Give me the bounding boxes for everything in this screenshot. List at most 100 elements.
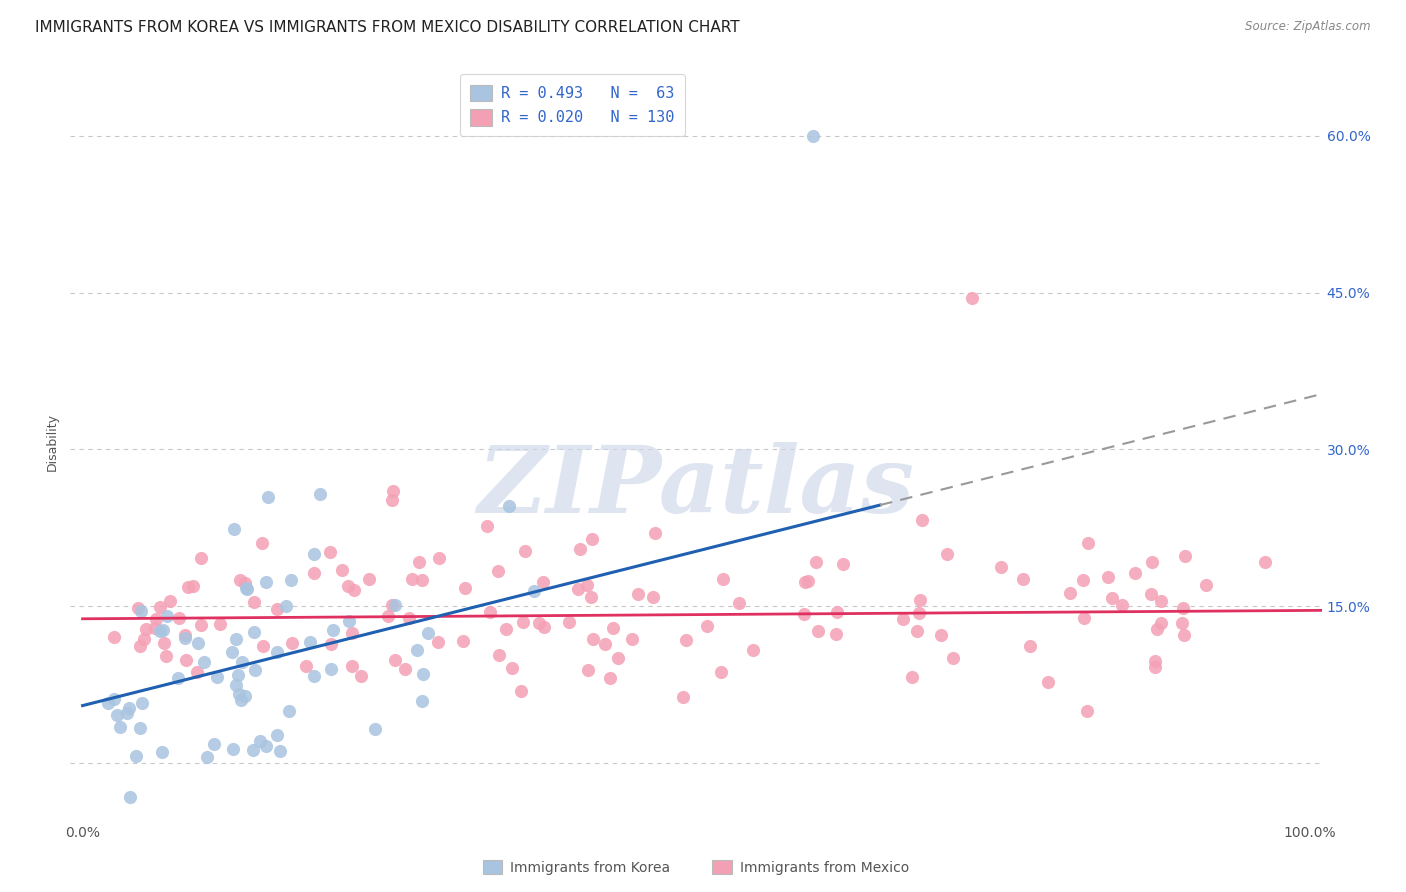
Point	[343, 582, 366, 597]
Point	[1123, 566, 1146, 580]
Point	[644, 526, 666, 541]
Point	[1139, 586, 1161, 600]
Point	[602, 622, 624, 636]
Point	[153, 635, 176, 649]
Point	[193, 655, 215, 669]
Point	[222, 742, 245, 756]
Point	[804, 555, 827, 569]
Point	[155, 649, 177, 664]
Point	[205, 670, 228, 684]
Point	[1144, 660, 1167, 674]
Point	[411, 694, 433, 708]
Point	[225, 678, 247, 692]
Point	[569, 541, 592, 556]
Point	[942, 651, 965, 665]
Point	[243, 663, 266, 677]
Point	[891, 612, 914, 626]
Point	[266, 728, 288, 742]
Point	[281, 635, 304, 649]
Point	[501, 660, 523, 674]
Point	[1101, 591, 1123, 605]
Point	[529, 615, 551, 630]
Point	[280, 573, 302, 587]
Point	[581, 532, 603, 546]
Point	[801, 128, 824, 143]
Point	[277, 704, 299, 718]
Point	[567, 582, 589, 596]
Text: Source: ZipAtlas.com: Source: ZipAtlas.com	[1246, 20, 1371, 33]
Point	[330, 562, 353, 576]
Point	[266, 645, 288, 659]
Point	[242, 743, 264, 757]
Point	[322, 624, 344, 638]
Point	[149, 600, 172, 615]
Point	[224, 522, 246, 536]
Text: ZIPatlas: ZIPatlas	[478, 442, 914, 532]
Point	[250, 536, 273, 550]
Point	[349, 669, 371, 683]
Point	[405, 643, 427, 657]
Point	[620, 632, 643, 646]
Point	[134, 632, 156, 647]
Point	[907, 606, 929, 620]
Legend: Immigrants from Korea, Immigrants from Mexico: Immigrants from Korea, Immigrants from M…	[475, 854, 917, 882]
Point	[510, 683, 533, 698]
Point	[1173, 628, 1195, 642]
Point	[1097, 570, 1119, 584]
Point	[156, 608, 179, 623]
Point	[1111, 598, 1133, 612]
Point	[359, 572, 381, 586]
Point	[129, 722, 152, 736]
Point	[398, 611, 420, 625]
Point	[910, 593, 932, 607]
Point	[1171, 616, 1194, 631]
Point	[233, 690, 256, 704]
Point	[231, 692, 253, 706]
Point	[1150, 615, 1173, 630]
Point	[269, 744, 291, 758]
Point	[159, 594, 181, 608]
Point	[190, 550, 212, 565]
Point	[1195, 578, 1218, 592]
Point	[107, 707, 129, 722]
Point	[531, 574, 554, 589]
Point	[266, 602, 288, 616]
Point	[935, 547, 957, 561]
Point	[1077, 536, 1099, 550]
Point	[298, 635, 321, 649]
Point	[695, 619, 717, 633]
Point	[797, 574, 820, 588]
Point	[225, 632, 247, 647]
Point	[233, 576, 256, 591]
Point	[221, 645, 243, 659]
Point	[340, 626, 363, 640]
Point	[827, 605, 849, 619]
Point	[513, 543, 536, 558]
Point	[115, 706, 138, 720]
Point	[128, 640, 150, 654]
Point	[340, 659, 363, 673]
Point	[243, 625, 266, 640]
Point	[252, 639, 274, 653]
Point	[276, 599, 298, 613]
Point	[593, 637, 616, 651]
Point	[599, 671, 621, 685]
Point	[1174, 549, 1197, 563]
Point	[825, 626, 848, 640]
Point	[710, 665, 733, 679]
Point	[149, 624, 172, 638]
Point	[231, 655, 253, 669]
Point	[711, 572, 734, 586]
Point	[1254, 555, 1277, 569]
Point	[181, 578, 204, 592]
Point	[150, 745, 173, 759]
Point	[302, 547, 325, 561]
Point	[377, 608, 399, 623]
Point	[418, 625, 440, 640]
Point	[131, 604, 153, 618]
Point	[931, 628, 953, 642]
Point	[1036, 675, 1059, 690]
Point	[427, 635, 450, 649]
Point	[412, 667, 434, 681]
Point	[169, 610, 191, 624]
